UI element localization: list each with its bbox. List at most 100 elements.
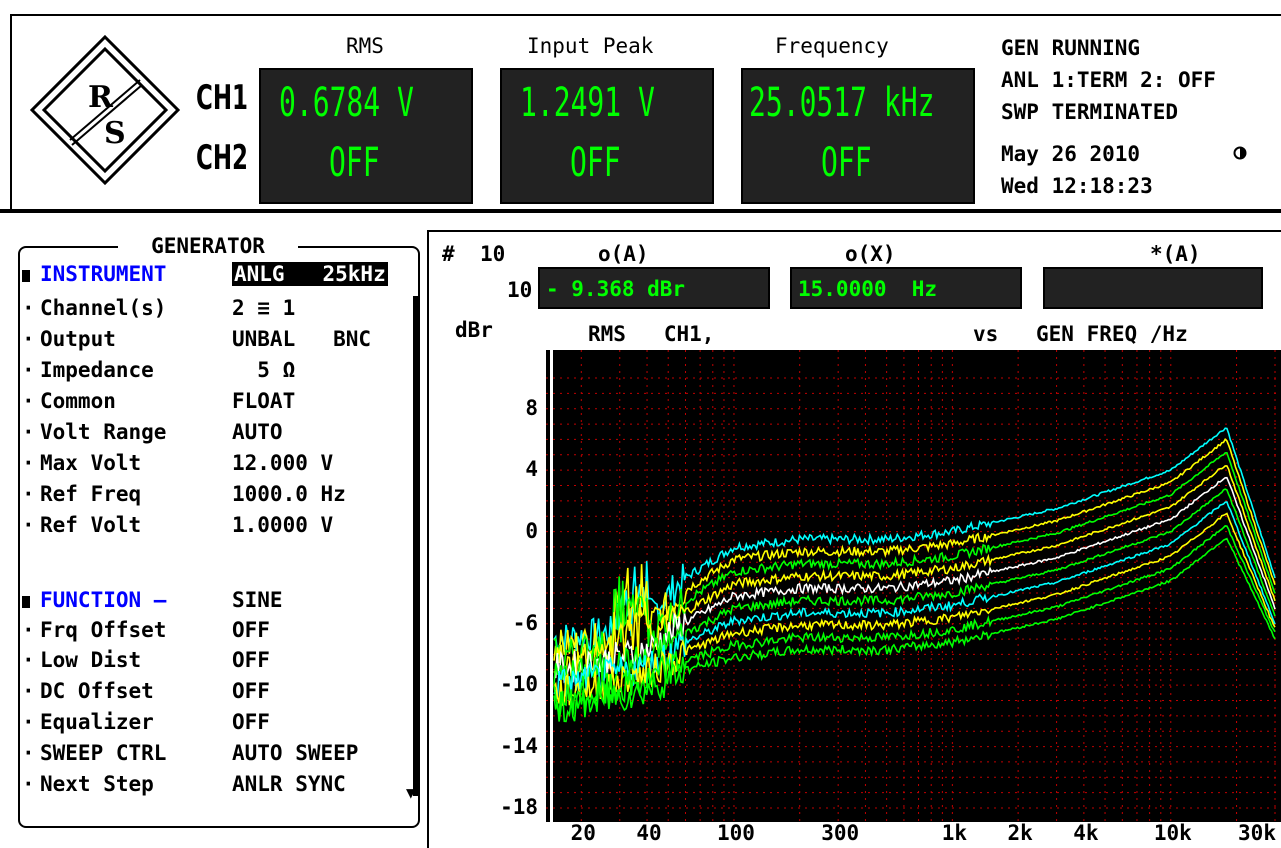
x-tick-label: 300 (821, 821, 860, 845)
trace-line (553, 476, 1276, 685)
svg-text:S: S (104, 116, 126, 151)
x-tick-label: 100 (716, 821, 755, 845)
ch2-label: CH2 (196, 138, 248, 178)
cursor-a-label: o(A) (598, 242, 649, 266)
x-tick-label: 4k (1073, 821, 1099, 845)
header-bottom-rule (0, 209, 1281, 213)
setting-label: SWEEP CTRL (40, 741, 167, 765)
y-tick-label: -10 (500, 672, 538, 697)
frequency-response-plot[interactable] (546, 350, 1281, 822)
row-dash-icon: · (22, 679, 35, 703)
section-header-value[interactable]: ANLG 25kHz (232, 262, 388, 286)
setting-label: Output (40, 327, 116, 351)
cursor-star-label: *(A) (1150, 242, 1201, 266)
y-unit-label: dBr (455, 318, 493, 342)
ch1-peak-value: 1.2491 V (520, 80, 655, 126)
y-tick-label: 0 (525, 518, 538, 543)
setting-label: Low Dist (40, 648, 142, 672)
setting-value[interactable]: 2 ≡ 1 (232, 296, 296, 320)
ch1-label: CH1 (196, 78, 248, 118)
x-tick-label: 10k (1153, 821, 1192, 845)
x-tick-label: 2k (1007, 821, 1033, 845)
trace-description: RMS CH1, (588, 322, 715, 346)
x-tick-label: 40 (636, 821, 662, 845)
measurement-header: R S RMS Input Peak Frequency CH1 CH2 0.6… (0, 0, 1281, 214)
setting-label: Max Volt (40, 451, 142, 475)
x-axis-description: GEN FREQ /Hz (1036, 322, 1188, 346)
y-tick-label: -18 (500, 795, 538, 819)
x-tick-label: 20 (570, 821, 596, 845)
cursor-x-value: 15.0000 Hz (798, 277, 938, 301)
cursor-x-label: o(X) (845, 242, 896, 266)
setting-value[interactable]: AUTO SWEEP (232, 741, 359, 765)
vs-label: vs (973, 322, 999, 346)
header-top-rule (10, 14, 1281, 16)
graph-top-border (427, 230, 1281, 232)
graph-left-border (427, 230, 429, 848)
x-tick-label: 30k (1238, 821, 1276, 845)
trace-line (553, 525, 1276, 717)
setting-label: Ref Freq (40, 482, 142, 506)
y-tick-label: -14 (500, 733, 538, 758)
setting-label: Next Step (40, 772, 154, 796)
setting-value[interactable]: ANLR SYNC (232, 772, 346, 796)
scroll-down-arrow-icon[interactable]: ▼ (406, 783, 416, 802)
cursor-star-readout (1043, 267, 1263, 309)
setting-value[interactable]: OFF (232, 648, 270, 672)
section-bullet-icon (22, 270, 30, 282)
cursor-x-readout: 15.0000 Hz (790, 267, 1022, 309)
setting-value[interactable]: UNBAL BNC (232, 327, 372, 351)
ch2-rms-value: OFF (329, 140, 380, 186)
section-header-value[interactable]: SINE (232, 588, 283, 612)
setting-value[interactable]: AUTO (232, 420, 283, 444)
sweep-status: SWP TERMINATED (1001, 100, 1179, 124)
row-dash-icon: · (22, 618, 35, 642)
rs-logo-icon: R S (30, 35, 180, 185)
row-dash-icon: · (22, 648, 35, 672)
cursor-a-readout: - 9.368 dBr (538, 267, 770, 309)
setting-value[interactable]: OFF (232, 710, 270, 734)
ch2-peak-value: OFF (570, 140, 621, 186)
row-dash-icon: · (22, 358, 35, 382)
setting-label: Common (40, 389, 116, 413)
row-dash-icon: · (22, 710, 35, 734)
setting-label: Impedance (40, 358, 154, 382)
panel-scrollbar[interactable] (413, 296, 419, 796)
setting-label: Channel(s) (40, 296, 167, 320)
setting-value[interactable]: 1.0000 V (232, 513, 334, 537)
setting-value[interactable]: 1000.0 Hz (232, 482, 346, 506)
input-peak-readout-box: 1.2491 V OFF (500, 68, 714, 204)
trace-line (553, 427, 1276, 653)
setting-label: Equalizer (40, 710, 154, 734)
header-left-rule (10, 14, 12, 210)
row-dash-icon: · (22, 327, 35, 351)
trace-line (553, 465, 1276, 678)
row-dash-icon: · (22, 296, 35, 320)
trace-line (553, 512, 1276, 707)
rms-column-title: RMS (346, 34, 384, 58)
setting-label: Frq Offset (40, 618, 167, 642)
y-tick-label: 8 (525, 395, 538, 420)
row2-count: 10 (507, 278, 533, 302)
section-bullet-icon (22, 596, 30, 608)
time-readout: Wed 12:18:23 (1001, 174, 1153, 198)
row-dash-icon: · (22, 389, 35, 413)
row-dash-icon: · (22, 482, 35, 506)
row-dash-icon: · (22, 513, 35, 537)
half-circle-indicator-icon (1233, 146, 1247, 160)
frequency-readout-box: 25.0517 kHz OFF (741, 68, 975, 204)
x-tick-label: 1k (941, 821, 967, 845)
setting-label: Ref Volt (40, 513, 142, 537)
svg-text:R: R (88, 80, 114, 115)
setting-value[interactable]: 12.000 V (232, 451, 334, 475)
setting-value[interactable]: 5 Ω (232, 358, 296, 382)
setting-value[interactable]: OFF (232, 679, 270, 703)
setting-value[interactable]: FLOAT (232, 389, 296, 413)
y-tick-label: 4 (525, 457, 538, 482)
y-tick-label: -6 (512, 610, 538, 635)
trace-line (553, 537, 1276, 723)
ch1-rms-value: 0.6784 V (279, 80, 414, 126)
setting-value[interactable]: OFF (232, 618, 270, 642)
ch1-frequency-value: 25.0517 kHz (749, 80, 935, 126)
row-dash-icon: · (22, 741, 35, 765)
